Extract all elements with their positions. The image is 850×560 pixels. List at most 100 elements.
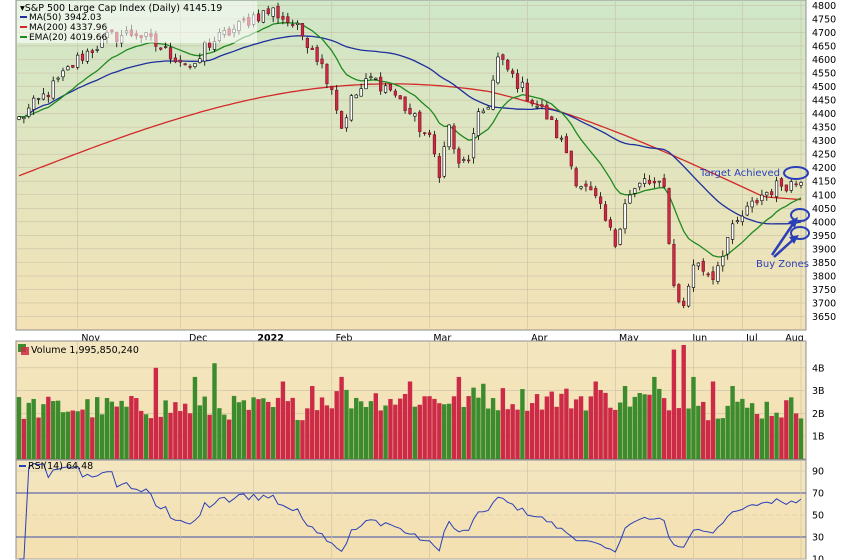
volume-bar <box>676 408 682 459</box>
volume-bar <box>373 393 378 459</box>
candle <box>540 104 544 107</box>
price-y-tick-label: 4750 <box>812 14 836 25</box>
legend-ma50: MA(50) 3942.03 <box>20 13 102 23</box>
volume-bar <box>417 404 422 459</box>
candle <box>481 110 485 114</box>
volume-bar <box>241 400 247 459</box>
candle <box>291 24 295 26</box>
volume-bar <box>544 396 550 459</box>
volume-bar <box>637 392 642 459</box>
last-value: 4145.19 <box>183 3 222 14</box>
volume-bar <box>334 391 339 459</box>
volume-bar <box>114 406 119 459</box>
volume-bar <box>549 391 554 459</box>
candle <box>735 220 740 223</box>
price-y-tick-label: 4250 <box>812 150 836 161</box>
candle <box>51 80 55 99</box>
price-x-tick-label: Feb <box>336 333 353 344</box>
price-legend: ▾S&P 500 Large Cap Index (Daily) 4145.19… <box>17 1 257 43</box>
volume-bar <box>661 398 667 459</box>
candle <box>691 264 696 288</box>
candle <box>760 194 764 202</box>
volume-bar <box>138 410 144 459</box>
candle <box>486 107 490 110</box>
price-y-tick-label: 4800 <box>812 1 836 12</box>
candle <box>730 223 735 240</box>
volume-bar <box>26 402 31 459</box>
volume-bar <box>627 406 633 459</box>
volume-bar <box>647 394 652 459</box>
candle <box>657 180 661 183</box>
volume-bar <box>564 388 569 459</box>
volume-y-tick-label: 1B <box>812 432 825 443</box>
volume-bar <box>339 376 344 459</box>
volume-bar <box>55 400 61 459</box>
volume-bar <box>681 345 686 459</box>
candle <box>178 59 182 63</box>
price-x-tick-label: Dec <box>189 333 207 344</box>
candle <box>569 150 573 167</box>
candle <box>442 146 446 177</box>
volume-bar <box>515 409 520 459</box>
volume-bar <box>393 404 398 459</box>
candle <box>315 47 319 62</box>
volume-bars <box>16 345 804 459</box>
volume-bar <box>442 404 447 459</box>
candle <box>515 73 520 89</box>
candle <box>27 107 31 117</box>
volume-bar <box>569 408 574 459</box>
volume-bar <box>559 393 564 459</box>
candle <box>36 98 41 100</box>
candle <box>628 194 632 204</box>
candle <box>471 133 476 159</box>
candle <box>574 168 578 187</box>
candle <box>672 244 676 286</box>
candle <box>491 79 495 110</box>
candle <box>310 47 314 50</box>
candle <box>32 97 36 110</box>
rsi-legend: RSI(14) 64.48 <box>19 461 93 472</box>
volume-bar <box>51 401 56 459</box>
volume-bar <box>21 418 27 459</box>
volume-bar <box>793 413 799 459</box>
volume-bar <box>461 406 466 459</box>
candle <box>726 237 730 255</box>
volume-bar <box>314 410 320 459</box>
volume-bar <box>266 401 271 459</box>
volume-bar <box>622 386 628 459</box>
candle <box>579 186 583 189</box>
volume-bar <box>99 414 105 459</box>
volume-bar <box>168 412 173 459</box>
volume-bar <box>710 381 716 459</box>
price-y-tick-label: 4600 <box>812 55 836 66</box>
volume-bar <box>456 376 462 459</box>
candle <box>559 137 564 140</box>
volume-bar <box>554 406 559 459</box>
candle <box>354 94 358 99</box>
candle <box>535 105 539 108</box>
candle <box>281 15 285 20</box>
candle <box>330 85 334 91</box>
candle <box>198 58 202 63</box>
rsi-y-tick-label: 30 <box>812 533 824 544</box>
price-y-tick-label: 4100 <box>812 190 836 201</box>
candle <box>85 50 90 62</box>
volume-bar <box>202 396 207 459</box>
candle <box>496 56 500 84</box>
candle <box>603 204 608 221</box>
candle <box>320 58 324 65</box>
candle <box>740 215 744 223</box>
candle <box>183 63 187 66</box>
candle <box>349 95 353 121</box>
candle <box>71 65 75 68</box>
candle <box>555 120 559 139</box>
price-y-axis: 3650 3700 3750 3800 3850 3900 3950 4000 4050 4100… <box>812 1 836 323</box>
candle <box>374 77 378 80</box>
candle <box>300 23 305 37</box>
legend-ema20: EMA(20) 4019.66 <box>20 33 107 43</box>
volume-bar <box>446 403 452 459</box>
volume-bar <box>148 418 154 459</box>
price-y-tick-label: 3800 <box>812 271 836 282</box>
volume-bar <box>422 396 427 459</box>
svg-text:MA(50) 3942.03: MA(50) 3942.03 <box>29 13 102 23</box>
